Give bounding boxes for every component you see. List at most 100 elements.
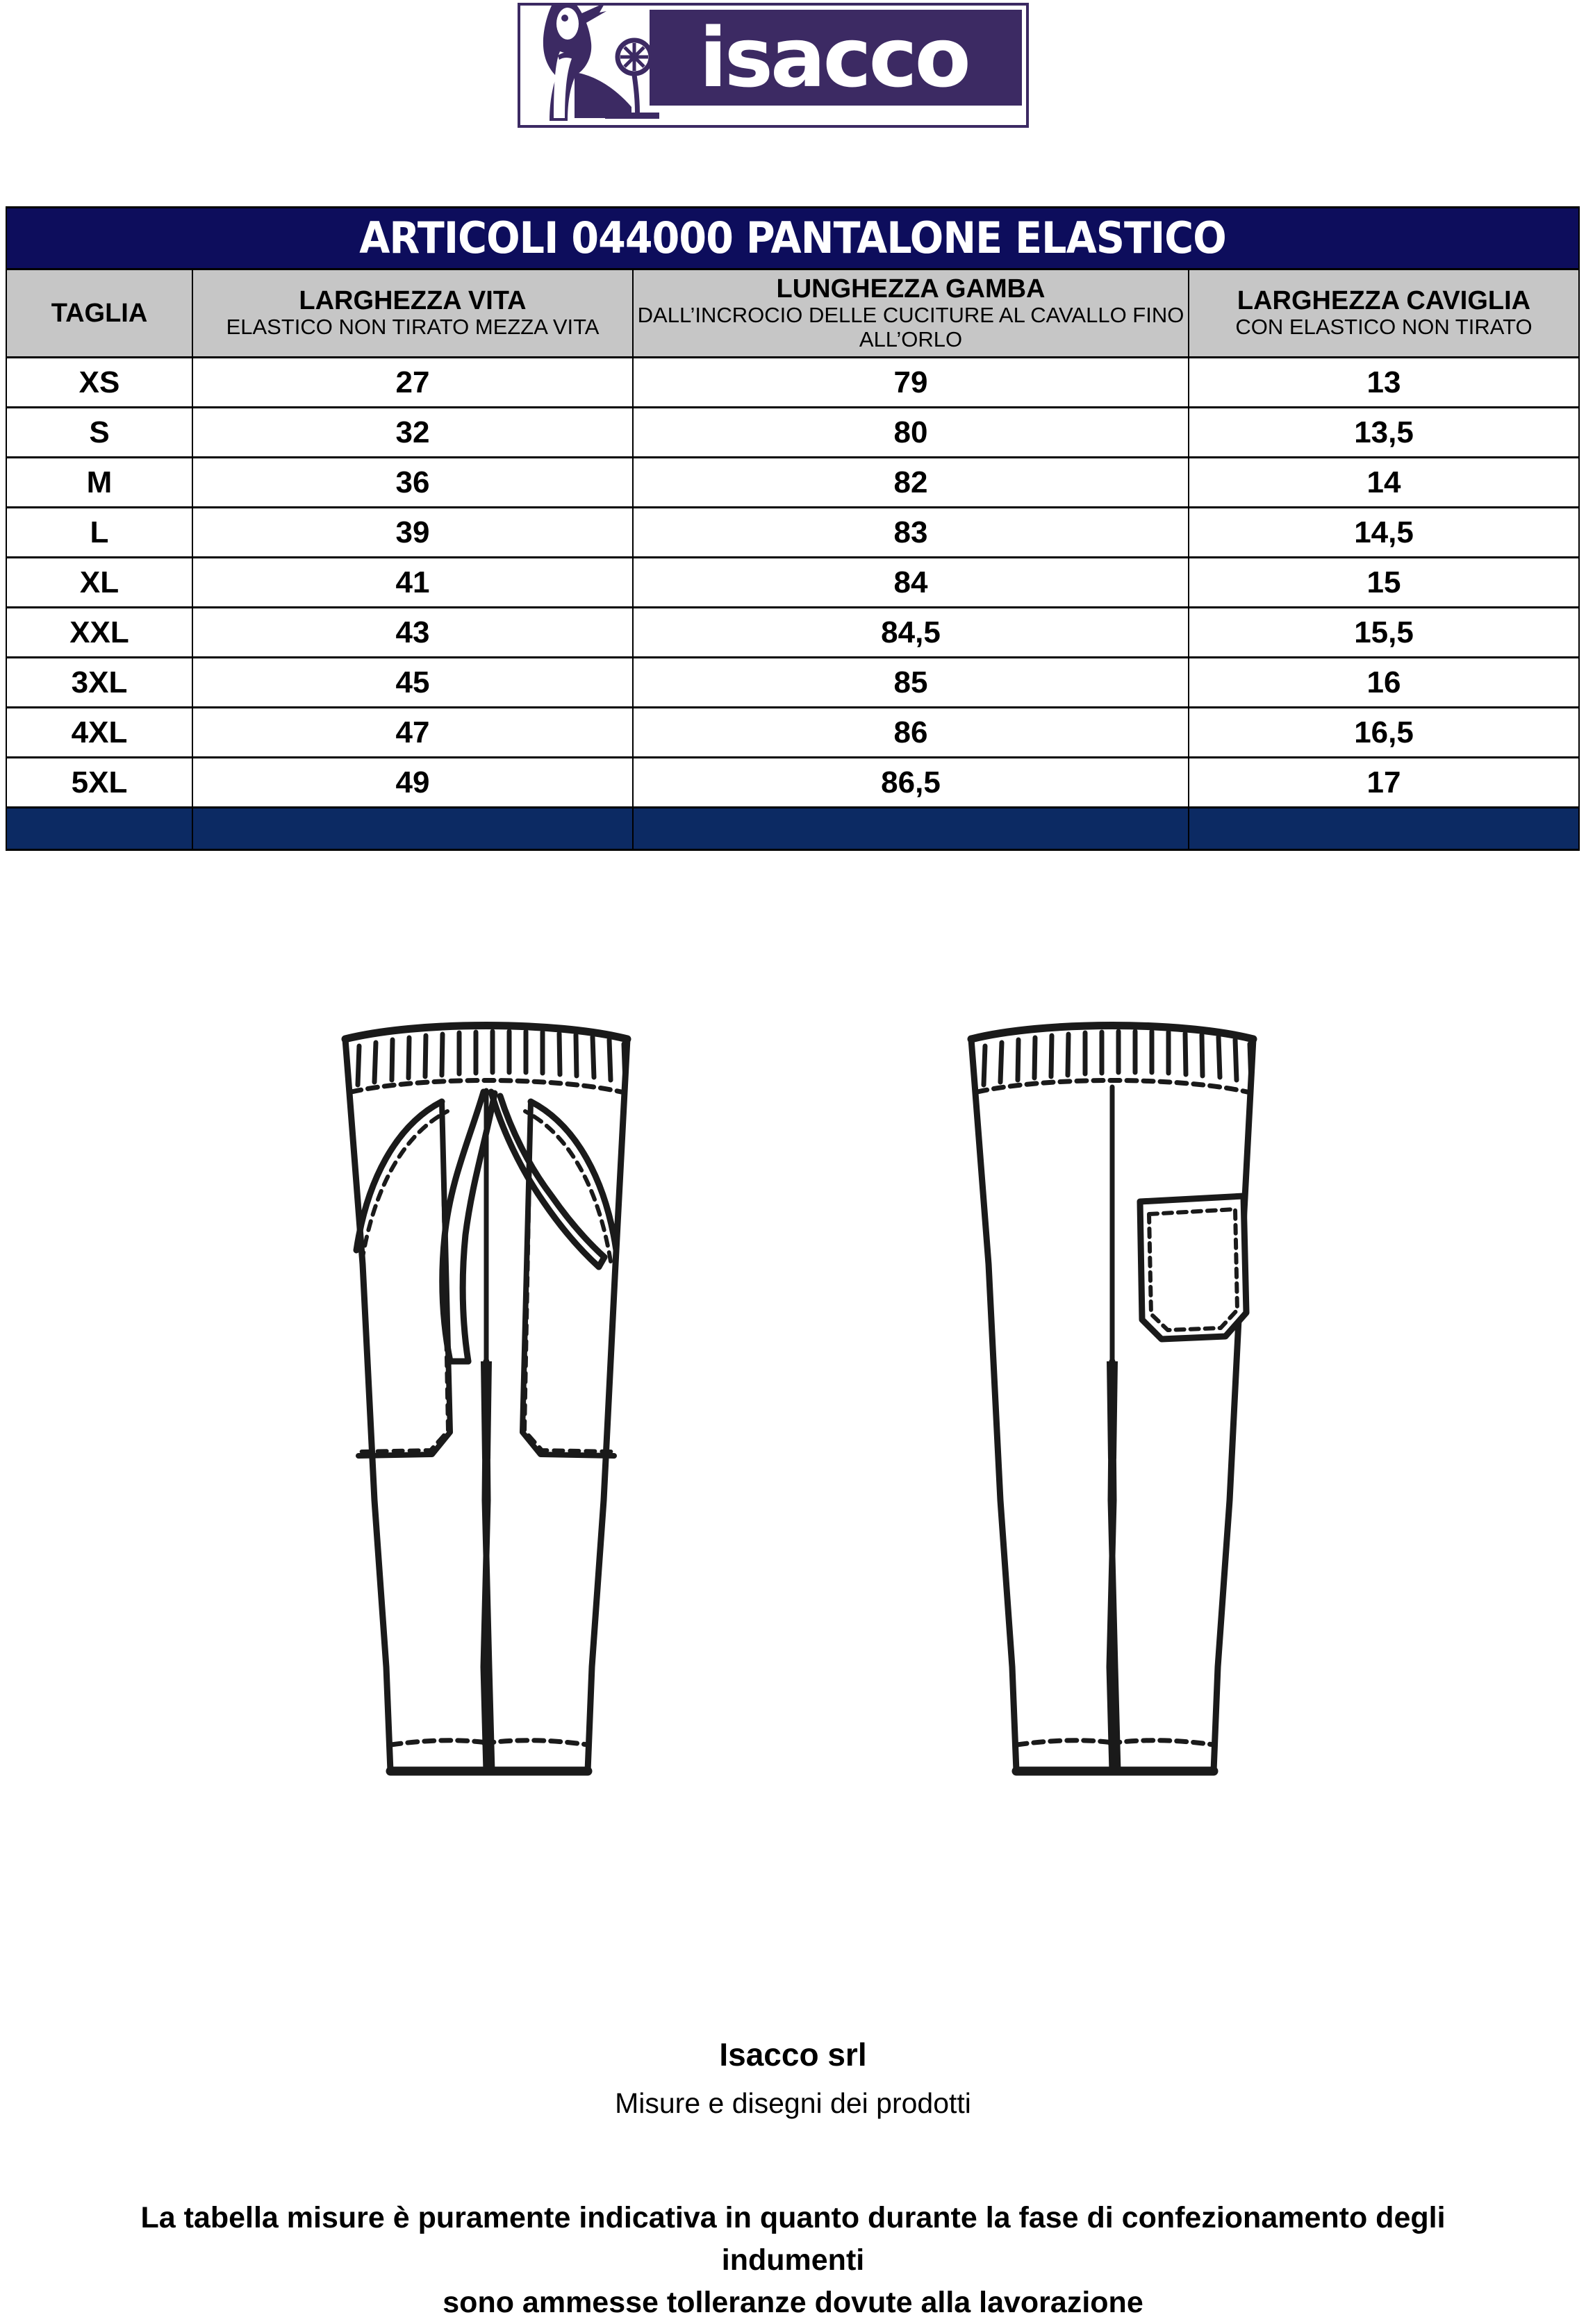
column-header-vita-label: LARGHEZZA VITA — [299, 286, 527, 316]
front-right-pocket-opening — [527, 1098, 620, 1254]
front-elastic-ribbing — [355, 1029, 628, 1088]
company-name: Isacco srl — [719, 2036, 867, 2073]
footer-cell-caviglia — [1187, 806, 1580, 851]
size-chart-table: ARTICOLI 044000 PANTALONE ELASTICO TAGLI… — [5, 206, 1580, 851]
table-title-cell: ARTICOLI 044000 PANTALONE ELASTICO — [5, 206, 1580, 270]
cell-taglia: XL — [6, 556, 193, 608]
back-patch-pocket — [1137, 1193, 1250, 1343]
cell-caviglia: 15 — [1187, 556, 1580, 608]
cell-vita: 41 — [192, 556, 634, 608]
cell-vita: 27 — [192, 356, 634, 408]
cell-taglia: L — [6, 506, 193, 558]
front-crotch-wedge — [481, 1361, 492, 1467]
cell-gamba: 85 — [632, 656, 1189, 708]
back-left-hem-stitch — [1014, 1738, 1121, 1748]
front-drawstring-right-tip — [595, 1254, 608, 1270]
column-header-caviglia-sublabel: CON ELASTICO NON TIRATO — [1235, 315, 1533, 340]
tolerance-note: La tabella misure è puramente indicativa… — [99, 2197, 1488, 2324]
front-drawstring-left-inner — [459, 1090, 498, 1365]
tolerance-note-line1: La tabella misure è puramente indicativa… — [140, 2200, 1446, 2277]
front-waistband-top — [341, 1022, 631, 1043]
front-left-pocket-edge — [356, 1099, 453, 1459]
table-title-row: ARTICOLI 044000 PANTALONE ELASTICO — [5, 206, 1580, 270]
cell-gamba: 84,5 — [632, 606, 1189, 658]
pantalone-back-view — [967, 1022, 1257, 1776]
cell-taglia: 5XL — [6, 756, 193, 808]
tolerance-note-line2: sono ammesse tolleranze dovute alla lavo… — [443, 2285, 1143, 2319]
front-drawstring-right-outer — [488, 1088, 602, 1270]
cell-vita: 43 — [192, 606, 634, 658]
column-header-vita-sublabel: ELASTICO NON TIRATO MEZZA VITA — [226, 315, 600, 340]
cell-vita: 39 — [192, 506, 634, 558]
column-header-gamba-label: LUNGHEZZA GAMBA — [776, 274, 1046, 304]
cell-gamba: 83 — [632, 506, 1189, 558]
column-header-lunghezza-gamba: LUNGHEZZA GAMBA DALL’INCROCIO DELLE CUCI… — [632, 268, 1189, 358]
footer-cell-taglia — [6, 806, 193, 851]
column-header-larghezza-caviglia: LARGHEZZA CAVIGLIA CON ELASTICO NON TIRA… — [1187, 268, 1580, 358]
front-right-pocket-stitch — [523, 1109, 613, 1263]
cell-vita: 45 — [192, 656, 634, 708]
brand-logo: isacco — [518, 3, 1032, 135]
front-left-pocket-stitch — [360, 1109, 449, 1263]
cell-gamba: 86,5 — [632, 756, 1189, 808]
table-row: S 32 80 13,5 — [6, 406, 1580, 458]
cell-caviglia: 14 — [1187, 456, 1580, 508]
table-row: XL 41 84 15 — [6, 556, 1580, 608]
front-right-pocket-edge — [520, 1099, 617, 1459]
pantalone-front-view — [341, 1022, 631, 1776]
table-footer-row — [6, 806, 1580, 851]
brand-name: isacco — [699, 10, 970, 106]
footer-cell-vita — [192, 806, 634, 851]
table-header-row: TAGLIA LARGHEZZA VITA ELASTICO NON TIRAT… — [6, 268, 1580, 358]
cell-caviglia: 13,5 — [1187, 406, 1580, 458]
table-row: 4XL 47 86 16,5 — [6, 706, 1580, 758]
back-right-hem-stitch — [1107, 1738, 1216, 1748]
front-left-hem-stitch — [388, 1738, 495, 1748]
cell-caviglia: 13 — [1187, 356, 1580, 408]
cell-caviglia: 15,5 — [1187, 606, 1580, 658]
table-row: M 36 82 14 — [6, 456, 1580, 508]
cell-taglia: XXL — [6, 606, 193, 658]
cell-gamba: 86 — [632, 706, 1189, 758]
table-row: XS 27 79 13 — [6, 356, 1580, 408]
table-row: XXL 43 84,5 15,5 — [6, 606, 1580, 658]
back-patch-pocket-stitch — [1147, 1207, 1239, 1332]
logo-wordmark-box: isacco — [650, 10, 1022, 106]
front-drawstring-right-inner — [497, 1093, 608, 1261]
cell-taglia: S — [6, 406, 193, 458]
cell-taglia: XS — [6, 356, 193, 408]
front-left-pocket-opening — [353, 1098, 445, 1254]
penguin-waiter-icon — [543, 3, 659, 121]
back-waistband-top — [967, 1022, 1257, 1043]
footer-cell-gamba — [632, 806, 1189, 851]
cell-vita: 36 — [192, 456, 634, 508]
table-title: ARTICOLI 044000 PANTALONE ELASTICO — [359, 213, 1227, 263]
cell-gamba: 79 — [632, 356, 1189, 408]
back-waistband-stitch — [975, 1078, 1250, 1095]
cell-taglia: 4XL — [6, 706, 193, 758]
front-waistband-stitch — [349, 1078, 624, 1095]
column-header-caviglia-label: LARGHEZZA CAVIGLIA — [1237, 286, 1531, 316]
cell-caviglia: 16 — [1187, 656, 1580, 708]
cell-caviglia: 16,5 — [1187, 706, 1580, 758]
column-header-larghezza-vita: LARGHEZZA VITA ELASTICO NON TIRATO MEZZA… — [192, 268, 634, 358]
cell-taglia: 3XL — [6, 656, 193, 708]
product-illustrations — [341, 1022, 1257, 1776]
column-header-taglia: TAGLIA — [6, 268, 193, 358]
cell-gamba: 82 — [632, 456, 1189, 508]
table-row: L 39 83 14,5 — [6, 506, 1580, 558]
front-right-hem-stitch — [481, 1738, 590, 1748]
cell-vita: 49 — [192, 756, 634, 808]
cell-vita: 32 — [192, 406, 634, 458]
footer-subtitle: Misure e disegni dei prodotti — [615, 2086, 971, 2119]
cell-taglia: M — [6, 456, 193, 508]
cell-gamba: 84 — [632, 556, 1189, 608]
cell-caviglia: 14,5 — [1187, 506, 1580, 558]
cell-caviglia: 17 — [1187, 756, 1580, 808]
table-row: 5XL 49 86,5 17 — [6, 756, 1580, 808]
column-header-gamba-sublabel: DALL’INCROCIO DELLE CUCITURE AL CAVALLO … — [637, 302, 1184, 352]
table-row: 3XL 45 85 16 — [6, 656, 1580, 708]
document-footer: Isacco srl Misure e disegni dei prodotti… — [0, 2035, 1586, 2324]
cell-gamba: 80 — [632, 406, 1189, 458]
back-crotch-wedge — [1107, 1361, 1118, 1467]
